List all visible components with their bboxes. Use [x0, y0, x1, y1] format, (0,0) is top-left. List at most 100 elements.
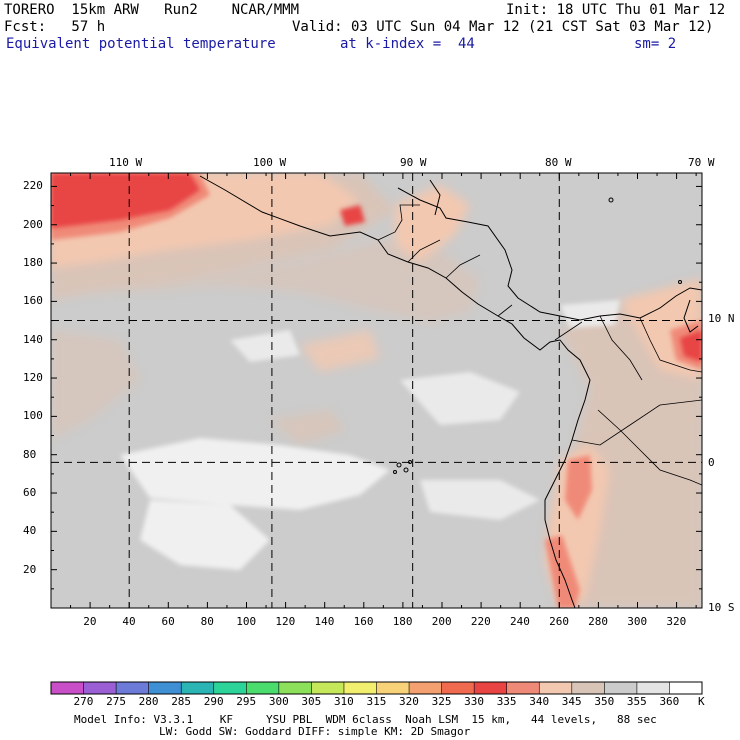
x-tick-label: 300: [627, 615, 648, 628]
init-time: Init: 18 UTC Thu 01 Mar 12: [506, 2, 726, 18]
colorbar-label: 345: [561, 695, 582, 708]
border-costarica: [497, 304, 513, 317]
colorbar-label: 280: [138, 695, 159, 708]
latlon-grid: [51, 173, 702, 608]
x-tick-label: 240: [509, 615, 530, 628]
field-white-equator: [420, 480, 540, 520]
coastline-yucatan: [429, 179, 441, 216]
colorbar-label: 295: [236, 695, 257, 708]
x-tick-label: 100: [236, 615, 257, 628]
y-tick-label: 220: [23, 179, 43, 193]
colorbar-swatch-13: [474, 682, 508, 694]
x-tick-label: 280: [588, 615, 609, 628]
country-borders: [377, 204, 702, 486]
plot-title: TORERO 15km ARW Run2 NCAR/MMM: [4, 2, 300, 18]
k-index: at k-index = 44: [340, 36, 475, 52]
colorbar-label: 315: [366, 695, 387, 708]
lon-label-110w: 110 W: [109, 156, 143, 169]
colorbar-swatch-0: [51, 682, 85, 694]
field-white-east: [400, 372, 520, 425]
field-salmon-andes: [565, 455, 592, 520]
coastline-caribbean: [397, 187, 702, 321]
y-tick-label: 140: [23, 332, 43, 346]
colorbar-swatch-9: [343, 682, 377, 694]
colorbar-label: 350: [594, 695, 615, 708]
lon-label-90w: 90 W: [400, 156, 427, 169]
y-tick-label: 200: [23, 217, 43, 231]
field-white-patch: [230, 330, 300, 362]
y-tick-label: 40: [23, 524, 37, 538]
field-tan-central: [51, 240, 480, 322]
valid-time: Valid: 03 UTC Sun 04 Mar 12 (21 CST Sat …: [292, 19, 714, 35]
x-tick-label: 220: [470, 615, 491, 628]
colorbar-swatch-17: [604, 682, 638, 694]
shaded-field: [51, 173, 702, 608]
lat-label-10s: 10 S: [708, 601, 735, 614]
field-tan-patch: [270, 410, 345, 445]
colorbar-swatch-19: [669, 682, 703, 694]
colorbar-label: 360: [659, 695, 680, 708]
colorbar-label: 340: [529, 695, 550, 708]
colorbar-swatch-8: [311, 682, 345, 694]
field-white-band: [120, 438, 390, 510]
x-tick-label: 120: [275, 615, 296, 628]
colorbar-label: 310: [333, 695, 354, 708]
colorbar-swatch-11: [409, 682, 443, 694]
colorbar-label: 325: [431, 695, 452, 708]
border-panama-colombia: [554, 321, 583, 341]
plot-frame: [50, 172, 703, 609]
y-tick-label: 120: [23, 371, 43, 385]
field-red-venezuela: [680, 330, 702, 362]
colorbar-label: 290: [203, 695, 224, 708]
lon-label-70w: 70 W: [688, 156, 715, 169]
border-ecuador: [571, 399, 702, 446]
border-colombia-venezuela: [639, 317, 702, 373]
caribbean-island: [608, 197, 614, 203]
border-mexico-guatemala: [377, 204, 420, 241]
model-info: Model Info: V3.3.1 KF YSU PBL WDM 6class…: [74, 713, 657, 726]
forecast-hour: Fcst: 57 h: [4, 19, 106, 35]
axis-ticks: [51, 173, 702, 608]
y-tick-label: 80: [23, 447, 37, 461]
colorbar-label: 355: [626, 695, 647, 708]
galapagos-2: [403, 467, 409, 473]
field-name: Equivalent potential temperature: [6, 36, 276, 52]
coastlines: [199, 175, 702, 608]
colorbar-swatch-16: [571, 682, 605, 694]
lat-label-0: 0: [708, 456, 715, 469]
colorbar-swatch-12: [441, 682, 475, 694]
galapagos-1: [396, 462, 402, 468]
x-tick-label: 80: [200, 615, 214, 628]
border-colombia-interior: [599, 315, 643, 381]
lon-label-100w: 100 W: [253, 156, 287, 169]
field-red-mexico: [340, 205, 365, 226]
border-colombia-peru: [597, 409, 702, 486]
x-tick-label: 140: [314, 615, 335, 628]
colorbar-swatch-5: [213, 682, 247, 694]
physics-info: LW: Godd SW: Goddard DIFF: simple KM: 2D…: [159, 725, 471, 738]
aruba-island: [678, 280, 682, 284]
colorbar-label: 300: [268, 695, 289, 708]
field-lightsalmon-patch: [300, 330, 380, 372]
colorbar-swatch-7: [278, 682, 312, 694]
y-tick-label: 100: [23, 409, 43, 423]
x-tick-label: 180: [392, 615, 413, 628]
colorbar-label: 305: [301, 695, 322, 708]
field-red-northwest: [51, 173, 200, 228]
colorbar-swatch-14: [506, 682, 540, 694]
x-tick-label: 260: [549, 615, 569, 628]
colorbar-unit: K: [698, 695, 705, 708]
colorbar-label: 330: [464, 695, 485, 708]
colorbar-swatch-2: [116, 682, 150, 694]
colorbar-label: 275: [106, 695, 126, 708]
smoothing: sm= 2: [634, 36, 677, 52]
x-tick-label: 320: [666, 615, 687, 628]
x-tick-label: 200: [431, 615, 452, 628]
coastline-maracaibo: [683, 299, 699, 333]
y-tick-label: 160: [23, 294, 43, 308]
colorbar-label: 270: [73, 695, 94, 708]
colorbar-swatch-1: [83, 682, 117, 694]
galapagos-3: [393, 470, 397, 474]
colorbar-swatch-3: [148, 682, 182, 694]
